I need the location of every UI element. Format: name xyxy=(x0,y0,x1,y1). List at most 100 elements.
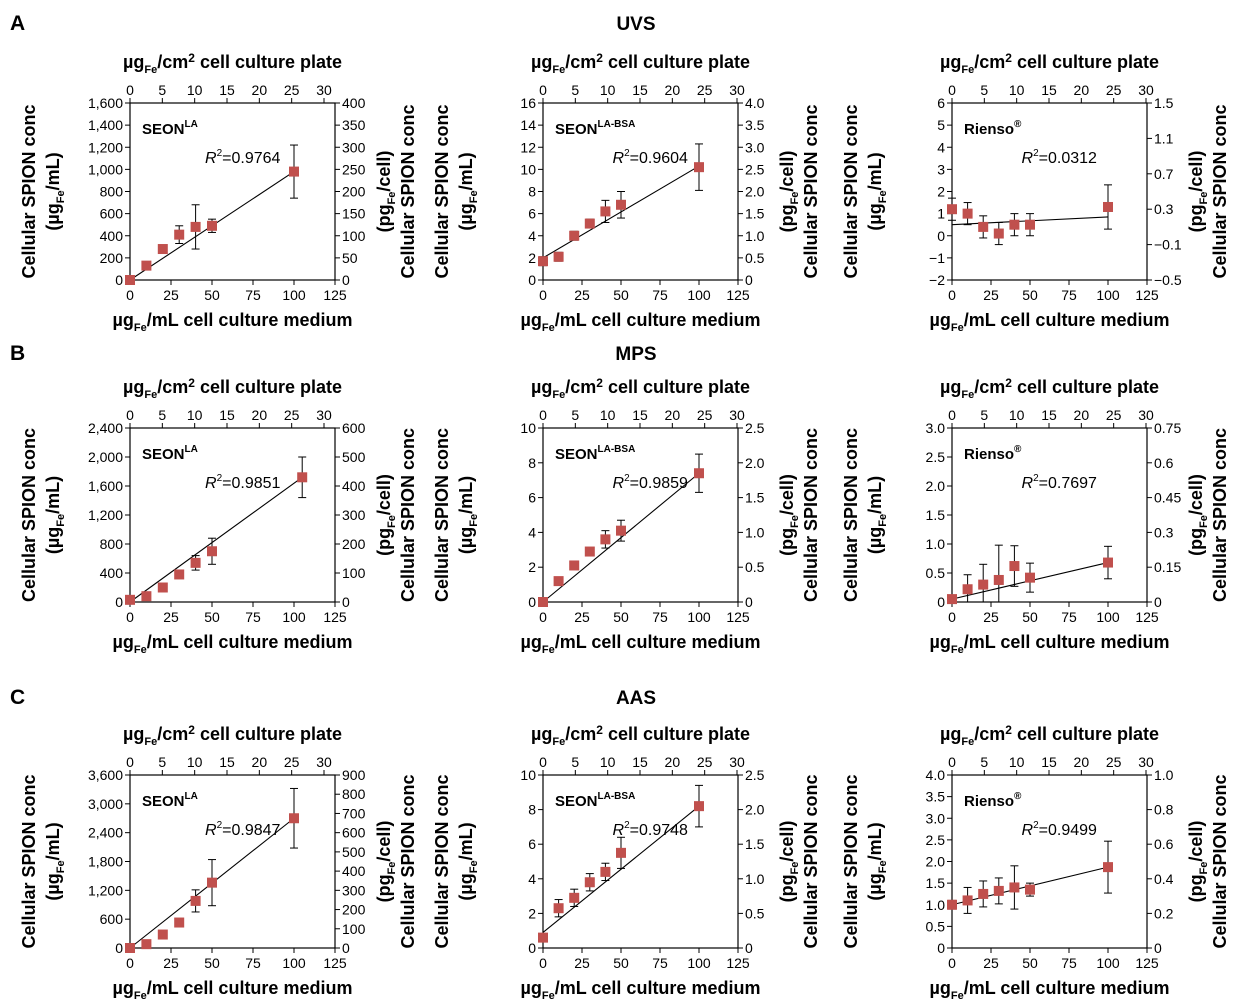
top-tick-label: 30 xyxy=(316,82,332,98)
y-tick-label: 1 xyxy=(937,206,945,222)
x-tick-label: 50 xyxy=(204,287,220,303)
y-tick-label: 0.5 xyxy=(926,565,946,581)
data-point xyxy=(538,597,548,607)
y-tick-label: 4.0 xyxy=(926,767,946,783)
y-tick-label: 8 xyxy=(528,802,536,818)
top-tick-label: 10 xyxy=(1009,407,1025,423)
y-tick-label: 6 xyxy=(528,206,536,222)
right-tick-label: 2.5 xyxy=(745,420,765,436)
data-point xyxy=(1009,882,1020,893)
right-axis-title: (pgFe/cell) Cellular SPION conc xyxy=(777,428,821,602)
data-point xyxy=(600,206,611,217)
y-tick-label: 0 xyxy=(937,940,945,956)
r2-label: R2=0.9764 xyxy=(205,148,281,167)
right-tick-label: 200 xyxy=(342,184,366,200)
x-tick-label: 50 xyxy=(613,609,629,625)
left-axis-title: Cellular SPION conc (µgFe/mL) xyxy=(841,774,889,948)
bottom-axis-title: µgFe/mL cell culture medium xyxy=(113,310,353,334)
right-axis-title-line2: (pgFe/cell) xyxy=(374,474,398,556)
x-tick-label: 25 xyxy=(983,287,999,303)
right-axis-title-line2: (pgFe/cell) xyxy=(777,151,801,233)
y-tick-label: 0.5 xyxy=(926,918,946,934)
top-tick-label: 20 xyxy=(665,407,681,423)
right-axis-title-line1: Cellular SPION conc xyxy=(1210,774,1230,948)
data-point xyxy=(978,888,989,899)
right-tick-label: 350 xyxy=(342,117,366,133)
top-axis-title: µgFe/cm2 cell culture plate xyxy=(531,51,750,76)
top-tick-label: 20 xyxy=(252,82,268,98)
x-tick-label: 50 xyxy=(204,955,220,971)
row-title: AAS xyxy=(616,688,656,709)
right-tick-label: 0.3 xyxy=(1154,524,1174,540)
top-tick-label: 20 xyxy=(1074,82,1090,98)
x-tick-label: 100 xyxy=(687,955,711,971)
x-tick-label: 0 xyxy=(126,287,134,303)
top-axis-title: µgFe/cm2 cell culture plate xyxy=(940,376,1159,401)
data-point xyxy=(1009,219,1020,230)
top-tick-label: 25 xyxy=(284,82,300,98)
top-tick-label: 5 xyxy=(980,82,988,98)
y-tick-label: 600 xyxy=(100,206,124,222)
left-axis-title: Cellular SPION conc (µgFe/mL) xyxy=(19,428,67,602)
data-point xyxy=(190,221,201,232)
top-tick-label: 30 xyxy=(1138,82,1154,98)
right-tick-label: 1.0 xyxy=(745,524,765,540)
x-tick-label: 100 xyxy=(1096,609,1120,625)
right-tick-label: 0 xyxy=(342,940,350,956)
x-tick-label: 125 xyxy=(323,609,347,625)
y-tick-label: 4 xyxy=(528,228,536,244)
y-tick-label: 3 xyxy=(937,161,945,177)
y-tick-label: 400 xyxy=(100,565,124,581)
right-tick-label: 1.5 xyxy=(745,836,765,852)
left-axis-title-line1: Cellular SPION conc xyxy=(19,428,39,602)
top-tick-label: 0 xyxy=(126,754,134,770)
data-point xyxy=(190,557,201,568)
right-tick-label: 400 xyxy=(342,478,366,494)
r2-label: R2=0.9847 xyxy=(205,820,281,839)
data-point xyxy=(141,591,152,602)
y-tick-label: 3,000 xyxy=(88,796,123,812)
chart-panel-2-0: 0 25 50 75 100 12506001,2001,8002,4003,0003,6… xyxy=(19,723,418,1002)
right-tick-label: 600 xyxy=(342,420,366,436)
right-axis-title-line2: (pgFe/cell) xyxy=(1186,474,1210,556)
data-point xyxy=(978,579,989,590)
x-tick-label: 100 xyxy=(282,609,306,625)
top-tick-label: 30 xyxy=(729,407,745,423)
right-tick-label: 250 xyxy=(342,161,366,177)
left-axis-title: Cellular SPION conc (µgFe/mL) xyxy=(19,774,67,948)
top-tick-label: 20 xyxy=(252,754,268,770)
x-tick-label: 125 xyxy=(1135,955,1159,971)
right-tick-label: 0.7 xyxy=(1154,166,1174,182)
y-tick-label: 4 xyxy=(528,524,536,540)
right-axis-title-line2: (pgFe/cell) xyxy=(374,151,398,233)
top-tick-label: 0 xyxy=(948,754,956,770)
top-tick-label: 25 xyxy=(697,82,713,98)
x-tick-label: 50 xyxy=(1022,955,1038,971)
top-axis-title: µgFe/cm2 cell culture plate xyxy=(123,723,342,748)
bottom-axis-title: µgFe/mL cell culture medium xyxy=(930,632,1170,656)
right-tick-label: 2.0 xyxy=(745,455,765,471)
top-tick-label: 30 xyxy=(1138,754,1154,770)
data-point xyxy=(600,866,611,877)
series-label: SEONLA xyxy=(142,791,198,810)
data-point xyxy=(962,584,973,595)
top-tick-label: 30 xyxy=(729,754,745,770)
x-tick-label: 50 xyxy=(613,955,629,971)
right-tick-label: 500 xyxy=(342,449,366,465)
data-point xyxy=(978,221,989,232)
x-tick-label: 75 xyxy=(1061,287,1077,303)
x-tick-label: 25 xyxy=(983,955,999,971)
right-tick-label: 0 xyxy=(1154,594,1162,610)
right-tick-label: 2.0 xyxy=(745,802,765,818)
left-axis-title-line2: (µgFe/mL) xyxy=(456,822,480,900)
r2-label: R2=0.9748 xyxy=(613,820,689,839)
data-point xyxy=(569,560,580,571)
top-tick-label: 15 xyxy=(632,754,648,770)
top-tick-label: 25 xyxy=(1106,82,1122,98)
y-tick-label: 0 xyxy=(115,594,123,610)
series-label: SEONLA xyxy=(142,444,198,463)
data-point xyxy=(141,260,152,271)
top-tick-label: 15 xyxy=(1041,407,1057,423)
right-axis-title: (pgFe/cell) Cellular SPION conc xyxy=(777,104,821,278)
